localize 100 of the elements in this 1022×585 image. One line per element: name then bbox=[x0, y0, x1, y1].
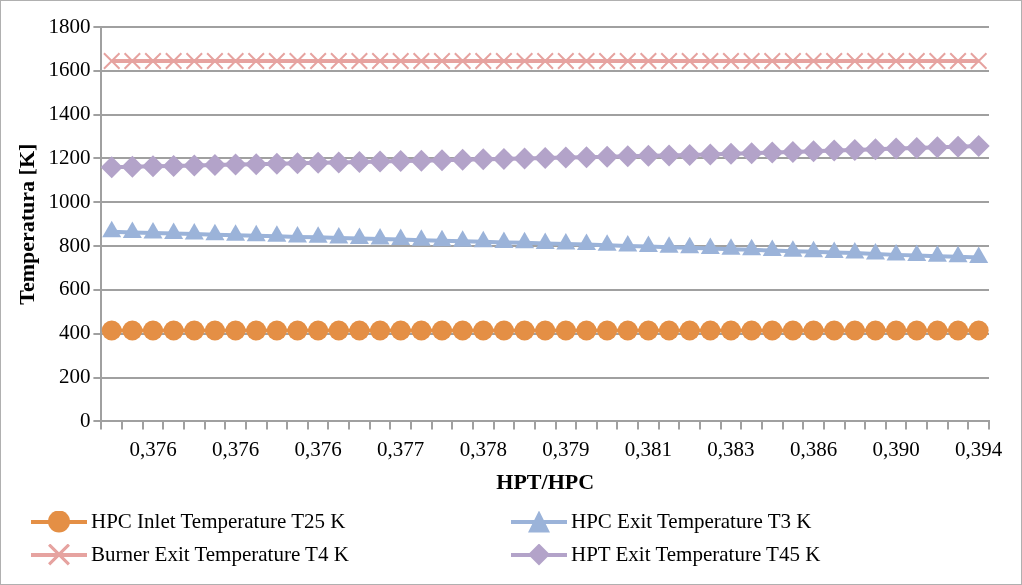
point bbox=[617, 320, 638, 341]
point bbox=[121, 155, 144, 178]
point bbox=[349, 320, 370, 341]
point bbox=[412, 52, 431, 70]
point bbox=[699, 143, 722, 166]
point bbox=[348, 150, 371, 173]
point bbox=[804, 52, 823, 70]
point bbox=[224, 153, 247, 176]
y-tick-label: 1200 bbox=[48, 144, 91, 169]
legend-label: HPC Exit Temperature T3 K bbox=[571, 509, 812, 534]
point bbox=[865, 320, 886, 341]
point bbox=[515, 52, 534, 70]
point bbox=[226, 52, 245, 70]
point bbox=[557, 52, 575, 70]
point bbox=[451, 148, 474, 171]
point bbox=[430, 149, 453, 172]
point bbox=[761, 141, 784, 164]
point bbox=[802, 140, 825, 163]
y-tick-label: 1400 bbox=[48, 101, 91, 126]
point bbox=[949, 52, 967, 70]
point bbox=[287, 320, 308, 341]
legend-label: Burner Exit Temperature T4 K bbox=[91, 542, 349, 567]
point bbox=[330, 52, 348, 70]
point bbox=[495, 52, 513, 70]
point bbox=[864, 138, 887, 161]
point bbox=[660, 52, 678, 70]
y-tick-label: 0 bbox=[79, 407, 91, 432]
point bbox=[927, 320, 948, 341]
point bbox=[203, 154, 226, 177]
point bbox=[164, 52, 183, 70]
x-axis-title: HPT/HPC bbox=[496, 469, 595, 495]
point bbox=[905, 136, 928, 159]
point bbox=[679, 320, 700, 341]
point bbox=[907, 52, 926, 70]
point bbox=[431, 320, 452, 341]
point bbox=[741, 320, 762, 341]
point bbox=[492, 147, 515, 170]
point bbox=[163, 320, 184, 341]
y-tick-label: 200 bbox=[58, 364, 91, 389]
point bbox=[969, 52, 988, 70]
x-tick-label: 0,378 bbox=[459, 436, 507, 461]
point bbox=[638, 320, 659, 341]
point bbox=[162, 154, 185, 177]
point bbox=[678, 143, 701, 166]
point bbox=[370, 320, 391, 341]
point bbox=[143, 320, 164, 341]
point bbox=[597, 320, 618, 341]
point bbox=[433, 52, 451, 70]
point bbox=[803, 320, 824, 341]
point bbox=[639, 52, 658, 70]
point bbox=[906, 320, 927, 341]
point bbox=[598, 52, 616, 70]
point bbox=[101, 320, 122, 341]
point bbox=[947, 135, 970, 158]
y-tick-label: 600 bbox=[58, 276, 91, 301]
point bbox=[763, 52, 782, 70]
point bbox=[514, 320, 535, 341]
point bbox=[474, 52, 493, 70]
point bbox=[206, 52, 224, 70]
point bbox=[928, 52, 947, 70]
point bbox=[576, 320, 597, 341]
point bbox=[453, 52, 472, 70]
point bbox=[185, 52, 204, 70]
point bbox=[122, 320, 143, 341]
x-tick-label: 0,376 bbox=[129, 436, 177, 461]
point bbox=[555, 320, 576, 341]
point bbox=[288, 52, 307, 70]
point bbox=[824, 320, 845, 341]
legend-label: HPC Inlet Temperature T25 K bbox=[91, 509, 346, 534]
y-tick-label: 400 bbox=[58, 320, 91, 345]
x-tick-label: 0,376 bbox=[211, 436, 260, 461]
point bbox=[144, 52, 162, 70]
point bbox=[618, 52, 637, 70]
point bbox=[616, 145, 639, 168]
point bbox=[554, 146, 577, 169]
point bbox=[637, 144, 660, 167]
point bbox=[452, 320, 473, 341]
point bbox=[719, 142, 742, 165]
point bbox=[350, 52, 369, 70]
point bbox=[371, 52, 389, 70]
point bbox=[782, 320, 803, 341]
point bbox=[307, 151, 330, 174]
point bbox=[680, 52, 699, 70]
point bbox=[720, 320, 741, 341]
point bbox=[389, 150, 412, 173]
point bbox=[700, 320, 721, 341]
point bbox=[781, 140, 804, 163]
point bbox=[823, 139, 846, 162]
legend-label: HPT Exit Temperature T45 K bbox=[571, 542, 821, 567]
x-tick-label: 0,386 bbox=[789, 436, 838, 461]
point bbox=[369, 150, 392, 173]
point bbox=[534, 147, 557, 170]
point bbox=[885, 137, 908, 160]
point bbox=[926, 136, 949, 159]
point bbox=[472, 148, 495, 171]
x-tick-label: 0,377 bbox=[377, 436, 425, 461]
point bbox=[308, 320, 329, 341]
point bbox=[846, 52, 864, 70]
point bbox=[410, 149, 433, 172]
point bbox=[123, 52, 142, 70]
